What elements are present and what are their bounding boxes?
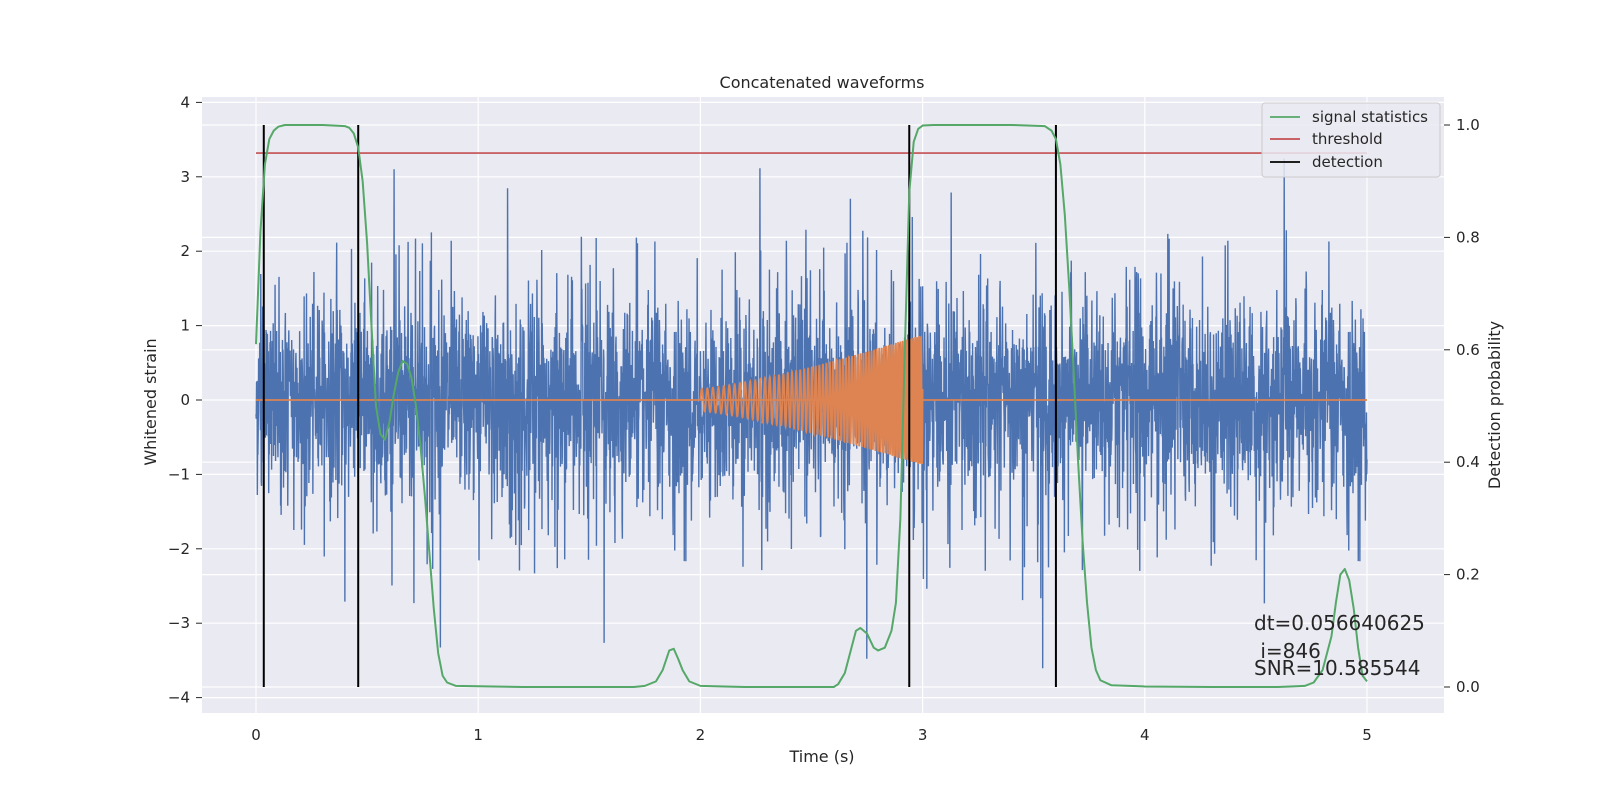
y-right-tick-label: 0.2 xyxy=(1456,566,1480,584)
legend-label-threshold: threshold xyxy=(1312,130,1383,148)
legend-label-detection: detection xyxy=(1312,153,1383,171)
y-left-tick-label: −1 xyxy=(168,465,190,483)
chart-title: Concatenated waveforms xyxy=(720,73,925,92)
y-left-axis-label: Whitened strain xyxy=(141,338,160,465)
y-left-tick-label: −3 xyxy=(168,614,190,632)
x-tick-label: 2 xyxy=(696,726,706,744)
y-left-tick-label: 1 xyxy=(180,317,190,335)
x-tick-label: 4 xyxy=(1140,726,1150,744)
y-right-tick-label: 0.4 xyxy=(1456,453,1480,471)
y-left-axis-ticks: −4 −3 −2 −1 0 1 2 3 4 xyxy=(168,93,202,707)
y-left-tick-label: −4 xyxy=(168,689,190,707)
y-right-tick-label: 1.0 xyxy=(1456,116,1480,134)
y-right-tick-label: 0.6 xyxy=(1456,341,1480,359)
y-left-tick-label: 4 xyxy=(180,93,190,111)
x-axis-label: Time (s) xyxy=(788,747,854,766)
annotation-snr: SNR=10.585544 xyxy=(1254,656,1420,680)
series-template-chirp xyxy=(699,334,924,465)
y-right-tick-label: 0.0 xyxy=(1456,678,1480,696)
x-axis-ticks: 0 1 2 3 4 5 xyxy=(251,726,1372,744)
legend-box xyxy=(1261,102,1441,178)
series-layer xyxy=(255,124,1368,688)
y-right-axis-ticks: 0.0 0.2 0.4 0.6 0.8 1.0 xyxy=(1444,116,1480,696)
x-tick-label: 5 xyxy=(1362,726,1372,744)
y-right-tick-label: 0.8 xyxy=(1456,228,1480,246)
x-tick-label: 0 xyxy=(251,726,261,744)
annotation-index: i=846 xyxy=(1254,639,1321,663)
y-left-tick-label: −2 xyxy=(168,540,190,558)
series-signal-statistics xyxy=(255,124,1368,688)
y-right-axis-label: Detection probability xyxy=(1485,321,1504,489)
x-tick-label: 1 xyxy=(473,726,483,744)
y-left-tick-label: 0 xyxy=(180,391,190,409)
annotation-dt: dt=0.056640625 xyxy=(1254,611,1425,635)
y-left-tick-label: 3 xyxy=(180,168,190,186)
x-tick-label: 3 xyxy=(918,726,928,744)
y-left-tick-label: 2 xyxy=(180,242,190,260)
legend: signal statistics threshold detection xyxy=(1261,102,1441,178)
legend-label-signal-statistics: signal statistics xyxy=(1312,108,1428,126)
